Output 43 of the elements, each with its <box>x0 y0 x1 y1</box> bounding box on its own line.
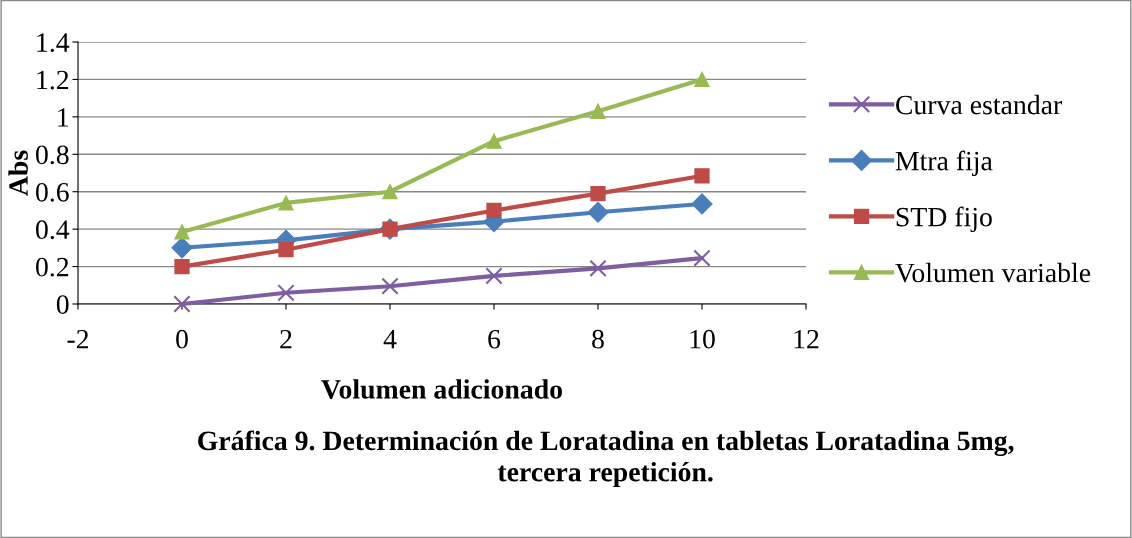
point <box>382 184 398 200</box>
x-tick-label: 2 <box>280 329 292 349</box>
text: Gráfica 9. Determinación de Loratadina en tabletas Loratadina 5mg, tercera repetición. <box>198 430 1014 488</box>
point <box>381 277 399 295</box>
y-tick-label: 0.4 <box>36 220 70 240</box>
y-tick-label: 1.2 <box>37 70 69 90</box>
point <box>277 284 295 302</box>
y-tick-label: 0.8 <box>36 145 69 165</box>
legend-label: STD fijo <box>896 206 992 233</box>
legend-label: Curva estandar <box>896 94 1063 115</box>
y-tick-label: 0 <box>56 295 69 314</box>
point <box>171 237 193 259</box>
x-axis-title: Volumen adicionado <box>321 379 562 399</box>
point <box>693 249 711 267</box>
x-tick-label: 8 <box>592 329 604 349</box>
x-tick-label: 4 <box>383 329 397 349</box>
point <box>590 103 606 119</box>
point <box>486 133 502 149</box>
y-axis-title: Abs <box>8 150 28 196</box>
point <box>590 185 606 202</box>
point <box>486 202 502 219</box>
point <box>278 195 294 211</box>
x-tick-label: 12 <box>794 329 819 349</box>
point <box>691 193 713 215</box>
point <box>589 259 607 278</box>
x-tick-label: -2 <box>67 329 89 349</box>
legend-label: Mtra fija <box>895 150 993 177</box>
point <box>694 168 710 184</box>
y-tick-label: 0.2 <box>36 257 69 277</box>
point <box>694 71 710 88</box>
point <box>278 242 294 258</box>
x-tick-label: 0 <box>176 329 188 349</box>
point <box>173 295 191 313</box>
point <box>485 267 503 285</box>
x-tick-label: 10 <box>690 329 715 349</box>
point <box>587 201 609 223</box>
y-tick-label: 1 <box>58 108 68 127</box>
legend-label: Volumen variable <box>895 262 1091 283</box>
point <box>174 224 190 240</box>
y-tick-label: 1.4 <box>37 33 70 53</box>
x-tick-label: 6 <box>488 329 501 349</box>
point <box>174 258 190 275</box>
y-tick-label: 0.6 <box>36 182 69 202</box>
